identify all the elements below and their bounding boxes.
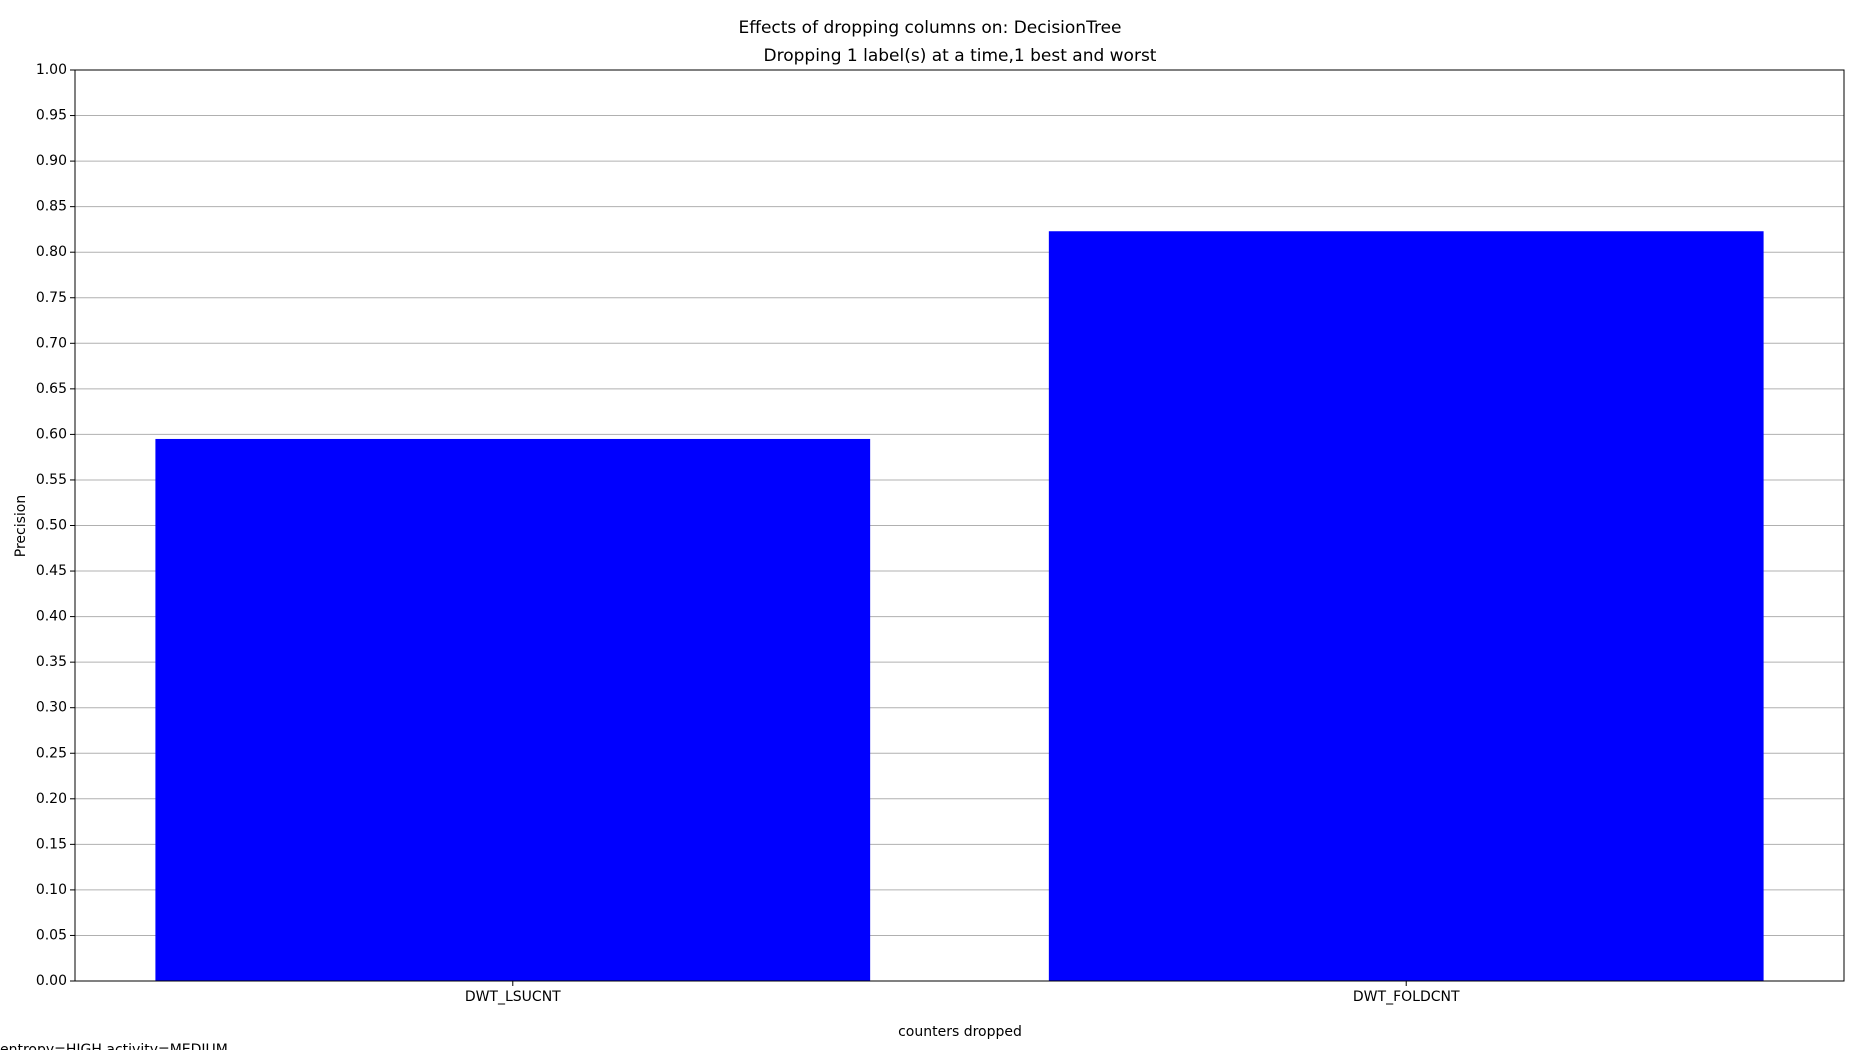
y-tick-label: 0.90 <box>36 153 67 169</box>
bar <box>1048 231 1764 981</box>
y-tick-label: 0.00 <box>36 973 67 989</box>
y-tick-label: 0.40 <box>36 609 67 625</box>
x-tick-label: DWT_LSUCNT <box>465 989 561 1005</box>
y-tick-label: 0.20 <box>36 791 67 807</box>
y-axis-label: Precision <box>13 495 29 557</box>
y-tick-label: 0.50 <box>36 518 67 534</box>
plot-frame <box>74 69 1845 982</box>
y-tick-label: 0.55 <box>36 472 67 488</box>
y-tick-label: 0.35 <box>36 654 67 670</box>
y-tick-label: 0.30 <box>36 700 67 716</box>
y-tick-label: 0.75 <box>36 290 67 306</box>
y-tick-label: 0.15 <box>36 836 67 852</box>
y-tick-label: 0.95 <box>36 108 67 124</box>
y-tick-label: 0.05 <box>36 927 67 943</box>
y-tick-label: 0.70 <box>36 335 67 351</box>
y-tick-label: 0.65 <box>36 381 67 397</box>
y-tick-label: 1.00 <box>36 62 67 78</box>
bar <box>155 438 871 982</box>
y-tick-label: 0.60 <box>36 426 67 442</box>
chart-title: Effects of dropping columns on: Decision… <box>739 18 1122 38</box>
y-tick-label: 0.80 <box>36 244 67 260</box>
y-tick-label: 0.45 <box>36 563 67 579</box>
x-tick-label: DWT_FOLDCNT <box>1353 989 1460 1005</box>
y-tick-label: 0.25 <box>36 745 67 761</box>
x-axis-label: counters dropped <box>898 1024 1022 1040</box>
chart-subtitle: Dropping 1 label(s) at a time,1 best and… <box>764 46 1157 66</box>
y-tick-label: 0.85 <box>36 199 67 215</box>
annotation: entropy=HIGH,activity=MEDIUM, <box>0 1042 232 1050</box>
y-tick-label: 0.10 <box>36 882 67 898</box>
